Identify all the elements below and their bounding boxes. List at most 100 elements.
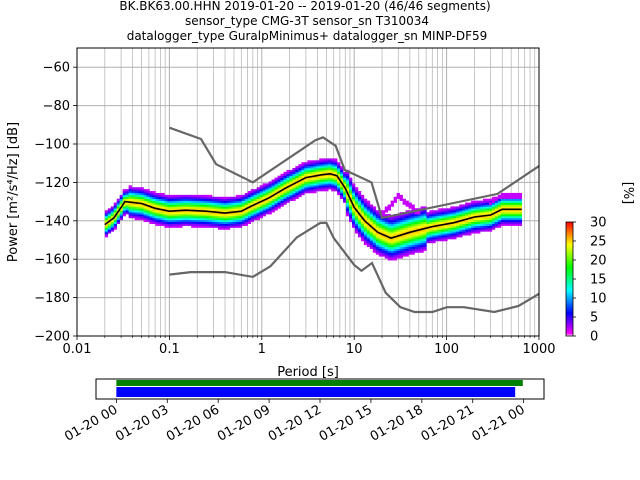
psd-bin <box>450 223 454 226</box>
psd-bin <box>161 221 165 224</box>
psd-bin <box>259 192 263 196</box>
psd-bin <box>191 196 195 200</box>
psd-bin <box>217 225 222 228</box>
psd-bin <box>405 240 409 244</box>
psd-bin <box>325 183 329 186</box>
psd-bin-secondary <box>393 196 397 200</box>
psd-bin <box>319 160 323 163</box>
psd-bin <box>134 198 138 201</box>
psd-bin-secondary <box>381 210 386 213</box>
x-tick-label: 1 <box>258 342 266 357</box>
x-axis-label: Period [s] <box>277 365 339 380</box>
psd-bin <box>420 239 424 242</box>
psd-bin <box>396 244 400 248</box>
psd-bin <box>110 219 115 223</box>
psd-bin <box>381 221 386 224</box>
psd-bin <box>265 202 269 205</box>
psd-bin <box>357 206 362 209</box>
title-line-3: datalogger_type GuralpMinimus+ datalogge… <box>127 29 488 43</box>
psd-bin <box>217 206 222 209</box>
psd-bin <box>483 210 487 213</box>
psd-bin <box>119 200 123 203</box>
psd-bin <box>188 196 192 200</box>
psd-bin <box>158 206 162 209</box>
psd-bin <box>363 216 368 219</box>
psd-bin <box>432 217 436 221</box>
psd-bin <box>250 194 255 198</box>
psd-bin <box>414 225 418 228</box>
psd-bin <box>295 192 299 196</box>
psd-bin <box>191 219 195 223</box>
psd-bin <box>325 158 329 161</box>
psd-bin <box>197 206 201 209</box>
psd-bin <box>363 210 368 213</box>
psd-bin <box>158 198 162 201</box>
psd-bin <box>497 208 502 211</box>
psd-bin <box>173 196 177 200</box>
psd-bin <box>441 239 445 242</box>
psd-bin <box>450 237 454 240</box>
psd-bin <box>155 221 159 224</box>
psd-bin <box>399 214 403 217</box>
psd-bin <box>173 219 177 223</box>
psd-bin <box>146 202 150 205</box>
psd-bin <box>158 212 162 215</box>
psd-bin <box>307 166 311 169</box>
psd-bin <box>411 246 415 249</box>
psd-bin <box>217 223 222 226</box>
psd-bin <box>331 169 335 173</box>
psd-bin <box>426 219 430 223</box>
psd-bin <box>432 239 436 242</box>
psd-bin <box>432 240 436 244</box>
psd-bin <box>420 240 424 244</box>
psd-bin <box>375 252 380 255</box>
psd-bin <box>384 250 389 253</box>
psd-bin <box>107 217 112 221</box>
psd-bin <box>241 223 246 226</box>
psd-bin <box>286 181 290 184</box>
psd-bin <box>188 206 192 209</box>
psd-bin <box>399 240 403 244</box>
psd-bin <box>125 212 129 215</box>
psd-bin <box>119 214 123 217</box>
psd-bin <box>390 244 394 248</box>
psd-bin <box>423 217 427 221</box>
psd-plot: 0.01 0.1 1 10 100 1000 −200−180−160−140−120−1… <box>6 47 556 380</box>
psd-bin <box>408 240 412 244</box>
psd-bin <box>107 227 112 230</box>
psd-bin <box>244 214 249 217</box>
psd-bin <box>480 229 484 232</box>
psd-bin <box>480 225 484 228</box>
psd-bin <box>119 212 123 215</box>
psd-bin <box>378 248 383 251</box>
psd-bin <box>116 202 121 205</box>
psd-bin <box>360 194 365 198</box>
psd-bin <box>357 196 362 200</box>
psd-bin <box>346 200 350 203</box>
psd-bin <box>238 223 243 226</box>
psd-bin <box>483 225 487 228</box>
psd-bin <box>128 198 132 201</box>
psd-bin <box>277 181 281 184</box>
psd-bin <box>185 223 189 226</box>
psd-bin <box>313 187 317 190</box>
psd-bin <box>334 166 338 169</box>
psd-bin <box>146 219 150 223</box>
psd-bin <box>483 227 487 230</box>
psd-bin <box>259 202 263 205</box>
psd-bin <box>143 208 147 211</box>
psd-bin <box>295 187 299 190</box>
psd-bin <box>441 231 445 234</box>
psd-bin <box>152 198 156 201</box>
psd-bin <box>515 202 520 205</box>
psd-bin <box>357 221 362 224</box>
psd-bin <box>268 204 272 207</box>
psd-bin <box>485 212 490 215</box>
psd-bin <box>423 221 427 224</box>
psd-bin <box>405 214 409 217</box>
psd-bin <box>191 217 195 221</box>
chart-title: BK.BK63.00.HHN 2019-01-20 -- 2019-01-20 … <box>119 0 490 43</box>
psd-bin <box>396 231 400 234</box>
psd-bin <box>235 223 240 226</box>
psd-bin <box>319 175 323 178</box>
